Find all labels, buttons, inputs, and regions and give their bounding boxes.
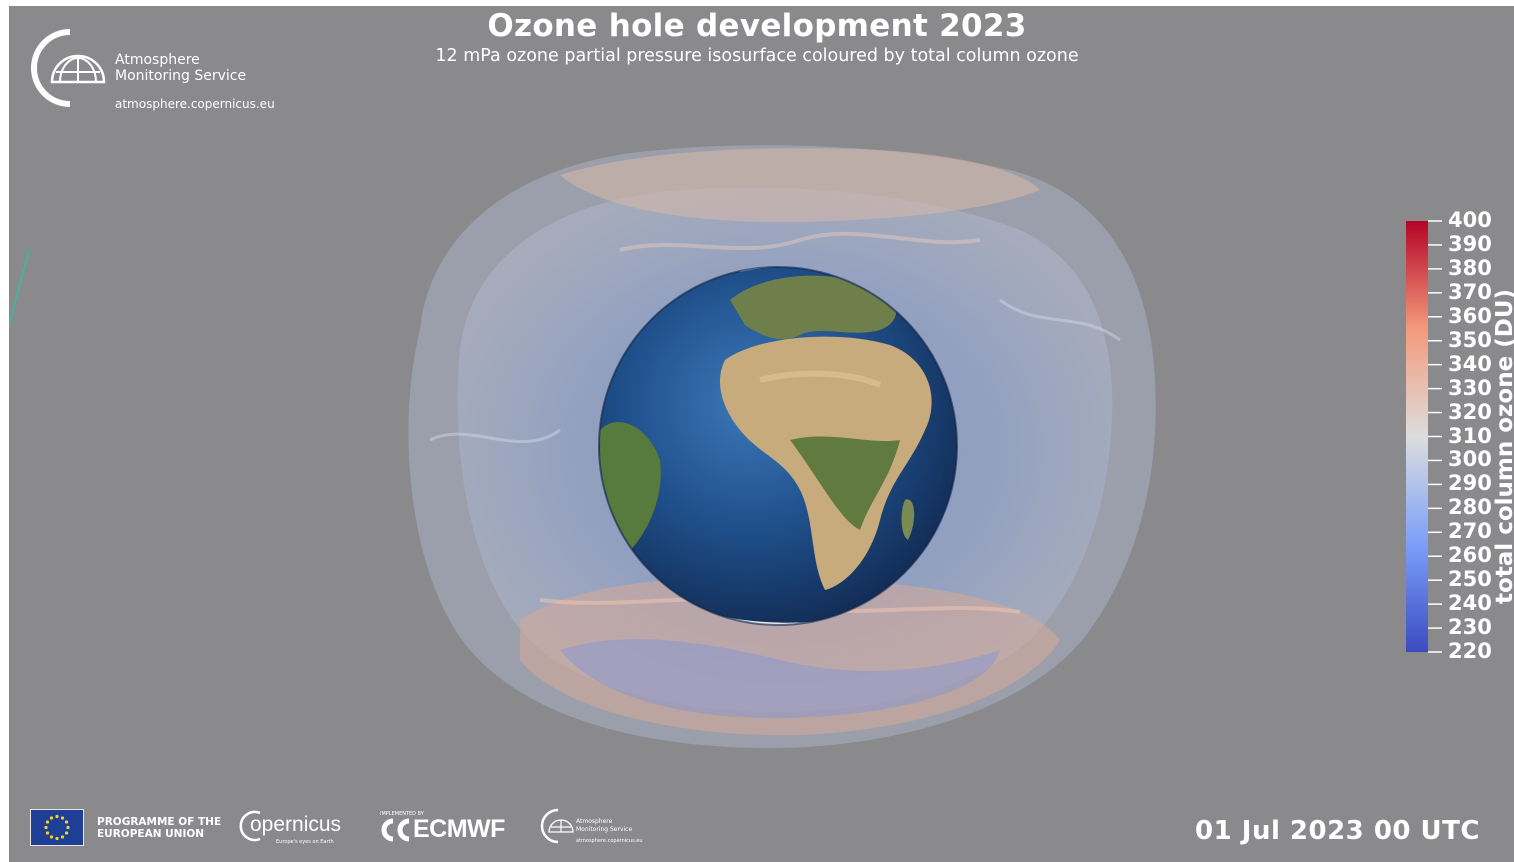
eu-star-icon — [66, 825, 70, 830]
colorbar-tick-label: 400 — [1448, 208, 1492, 232]
ozone-scene — [408, 145, 1442, 749]
colorbar-gradient — [1406, 221, 1428, 652]
ecmwf-prefix: IMPLEMENTED BY — [380, 811, 424, 817]
eu-star-icon — [45, 831, 50, 835]
colorbar-tick-label: 300 — [1448, 447, 1492, 472]
visualization-frame — [9, 6, 1514, 862]
copernicus-c-icon — [239, 810, 261, 842]
colorbar-title: total column ozone (DU) — [1492, 288, 1514, 604]
cams-logo-icon — [31, 29, 106, 107]
earth-globe — [598, 266, 958, 626]
cams-logo-line1: Atmosphere — [115, 52, 200, 68]
eu-flag-icon — [30, 809, 84, 846]
eu-star-icon — [64, 831, 69, 835]
cams-logo-url: atmosphere.copernicus.eu — [115, 97, 275, 111]
eu-programme-line2: EUROPEAN UNION — [97, 828, 205, 840]
colorbar-tick-label: 240 — [1448, 591, 1492, 616]
colorbar-tick-label: 350 — [1448, 327, 1492, 352]
eu-star-icon — [49, 835, 54, 839]
eu-star-icon — [60, 835, 65, 839]
cams-small-line2: Monitoring Service — [576, 826, 633, 833]
colorbar-tick-label: 390 — [1448, 231, 1492, 256]
colorbar-tick-label: 260 — [1448, 543, 1492, 568]
eu-programme-line1: PROGRAMME OF THE — [97, 816, 222, 828]
colorbar-tick-label: 360 — [1448, 303, 1492, 328]
copernicus-tagline: Europe's eyes on Earth — [276, 839, 334, 845]
colorbar-tick-label: 220 — [1448, 639, 1492, 663]
eu-star-icon — [49, 816, 54, 820]
page-subtitle: 12 mPa ozone partial pressure isosurface… — [435, 46, 1079, 66]
eu-star-icon — [55, 836, 59, 841]
ecmwf-logo: ECMWF — [413, 815, 505, 843]
colorbar-tick-label: 320 — [1448, 399, 1492, 424]
timestamp: 01 Jul 2023 00 UTC — [1195, 816, 1480, 846]
colorbar-tick-label: 370 — [1448, 279, 1492, 304]
colorbar-tick-label: 290 — [1448, 471, 1492, 496]
cams-small-url: atmosphere.copernicus.eu — [576, 838, 643, 844]
eu-star-icon — [64, 820, 69, 824]
eu-star-icon — [60, 816, 65, 820]
colorbar — [1406, 220, 1442, 653]
ecmwf-symbol-icon — [381, 818, 410, 842]
colorbar-tick-label: 280 — [1448, 495, 1492, 520]
colorbar-tick-label: 230 — [1448, 615, 1492, 640]
cams-logo-line2: Monitoring Service — [115, 68, 247, 84]
colorbar-tick-label: 330 — [1448, 375, 1492, 400]
colorbar-tick-label: 250 — [1448, 567, 1492, 592]
colorbar-tick-label: 380 — [1448, 255, 1492, 280]
copernicus-logo: opernicus — [250, 813, 342, 836]
page-title: Ozone hole development 2023 — [487, 8, 1027, 44]
eu-star-icon — [55, 814, 59, 819]
eu-star-icon — [45, 820, 50, 824]
cams-small-logo-icon — [540, 808, 574, 844]
cams-small-line1: Atmosphere — [576, 818, 613, 825]
eu-star-icon — [44, 825, 48, 830]
colorbar-tick-label: 340 — [1448, 351, 1492, 376]
colorbar-tick-label: 310 — [1448, 423, 1492, 448]
colorbar-tick-label: 270 — [1448, 519, 1492, 544]
